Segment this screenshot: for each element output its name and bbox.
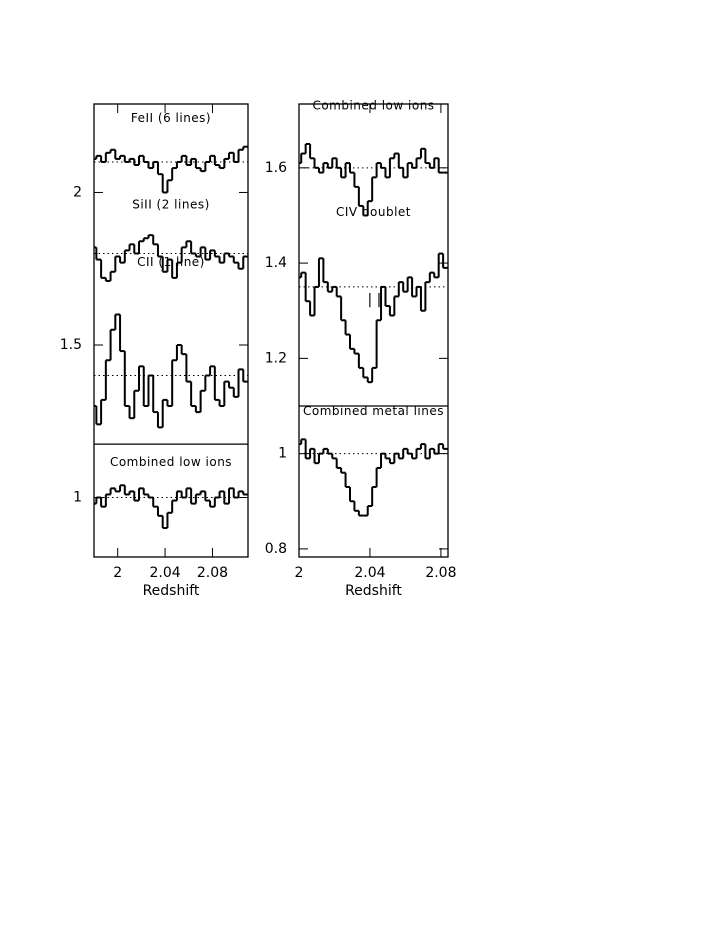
y-tick-label: 1 (278, 446, 287, 462)
spectrum-riser (300, 144, 440, 216)
x-tick-label: 2 (113, 565, 122, 581)
y-tick-label: 1 (73, 490, 82, 506)
y-tick-label: 1.4 (265, 255, 287, 271)
annotation: | | (367, 292, 381, 308)
series-label: Combined metal lines (303, 404, 444, 418)
x-tick-label: 2.04 (149, 565, 180, 581)
series-label: Combined low ions (312, 99, 434, 113)
y-tick-label: 2 (73, 184, 82, 200)
spectrum-riser (95, 146, 245, 193)
plot-frame (298, 103, 449, 558)
x-tick-label: 2.08 (425, 565, 456, 581)
series-label: CIV doublet (336, 205, 411, 219)
x-axis-label: Redshift (143, 583, 200, 599)
spectrum-riser (95, 485, 245, 529)
spectrum-riser (300, 439, 445, 516)
spectrum-riser (95, 314, 245, 428)
y-tick-label: 1.2 (265, 350, 287, 366)
x-tick-label: 2 (295, 565, 304, 581)
spectrum-riser (95, 235, 245, 281)
series-label: CII (1 line) (137, 255, 205, 269)
y-tick-label: 1.6 (265, 160, 287, 176)
series-label: Combined low ions (110, 455, 232, 469)
y-tick-label: 1.5 (60, 337, 82, 353)
x-tick-label: 2.04 (354, 565, 385, 581)
spectrum-riser (300, 253, 445, 383)
series-label: FeII (6 lines) (131, 111, 211, 125)
y-tick-label: 0.8 (265, 541, 287, 557)
series-label: SiII (2 lines) (132, 198, 210, 212)
x-axis-label: Redshift (345, 583, 402, 599)
plot-frame (93, 103, 249, 558)
x-tick-label: 2.08 (197, 565, 228, 581)
